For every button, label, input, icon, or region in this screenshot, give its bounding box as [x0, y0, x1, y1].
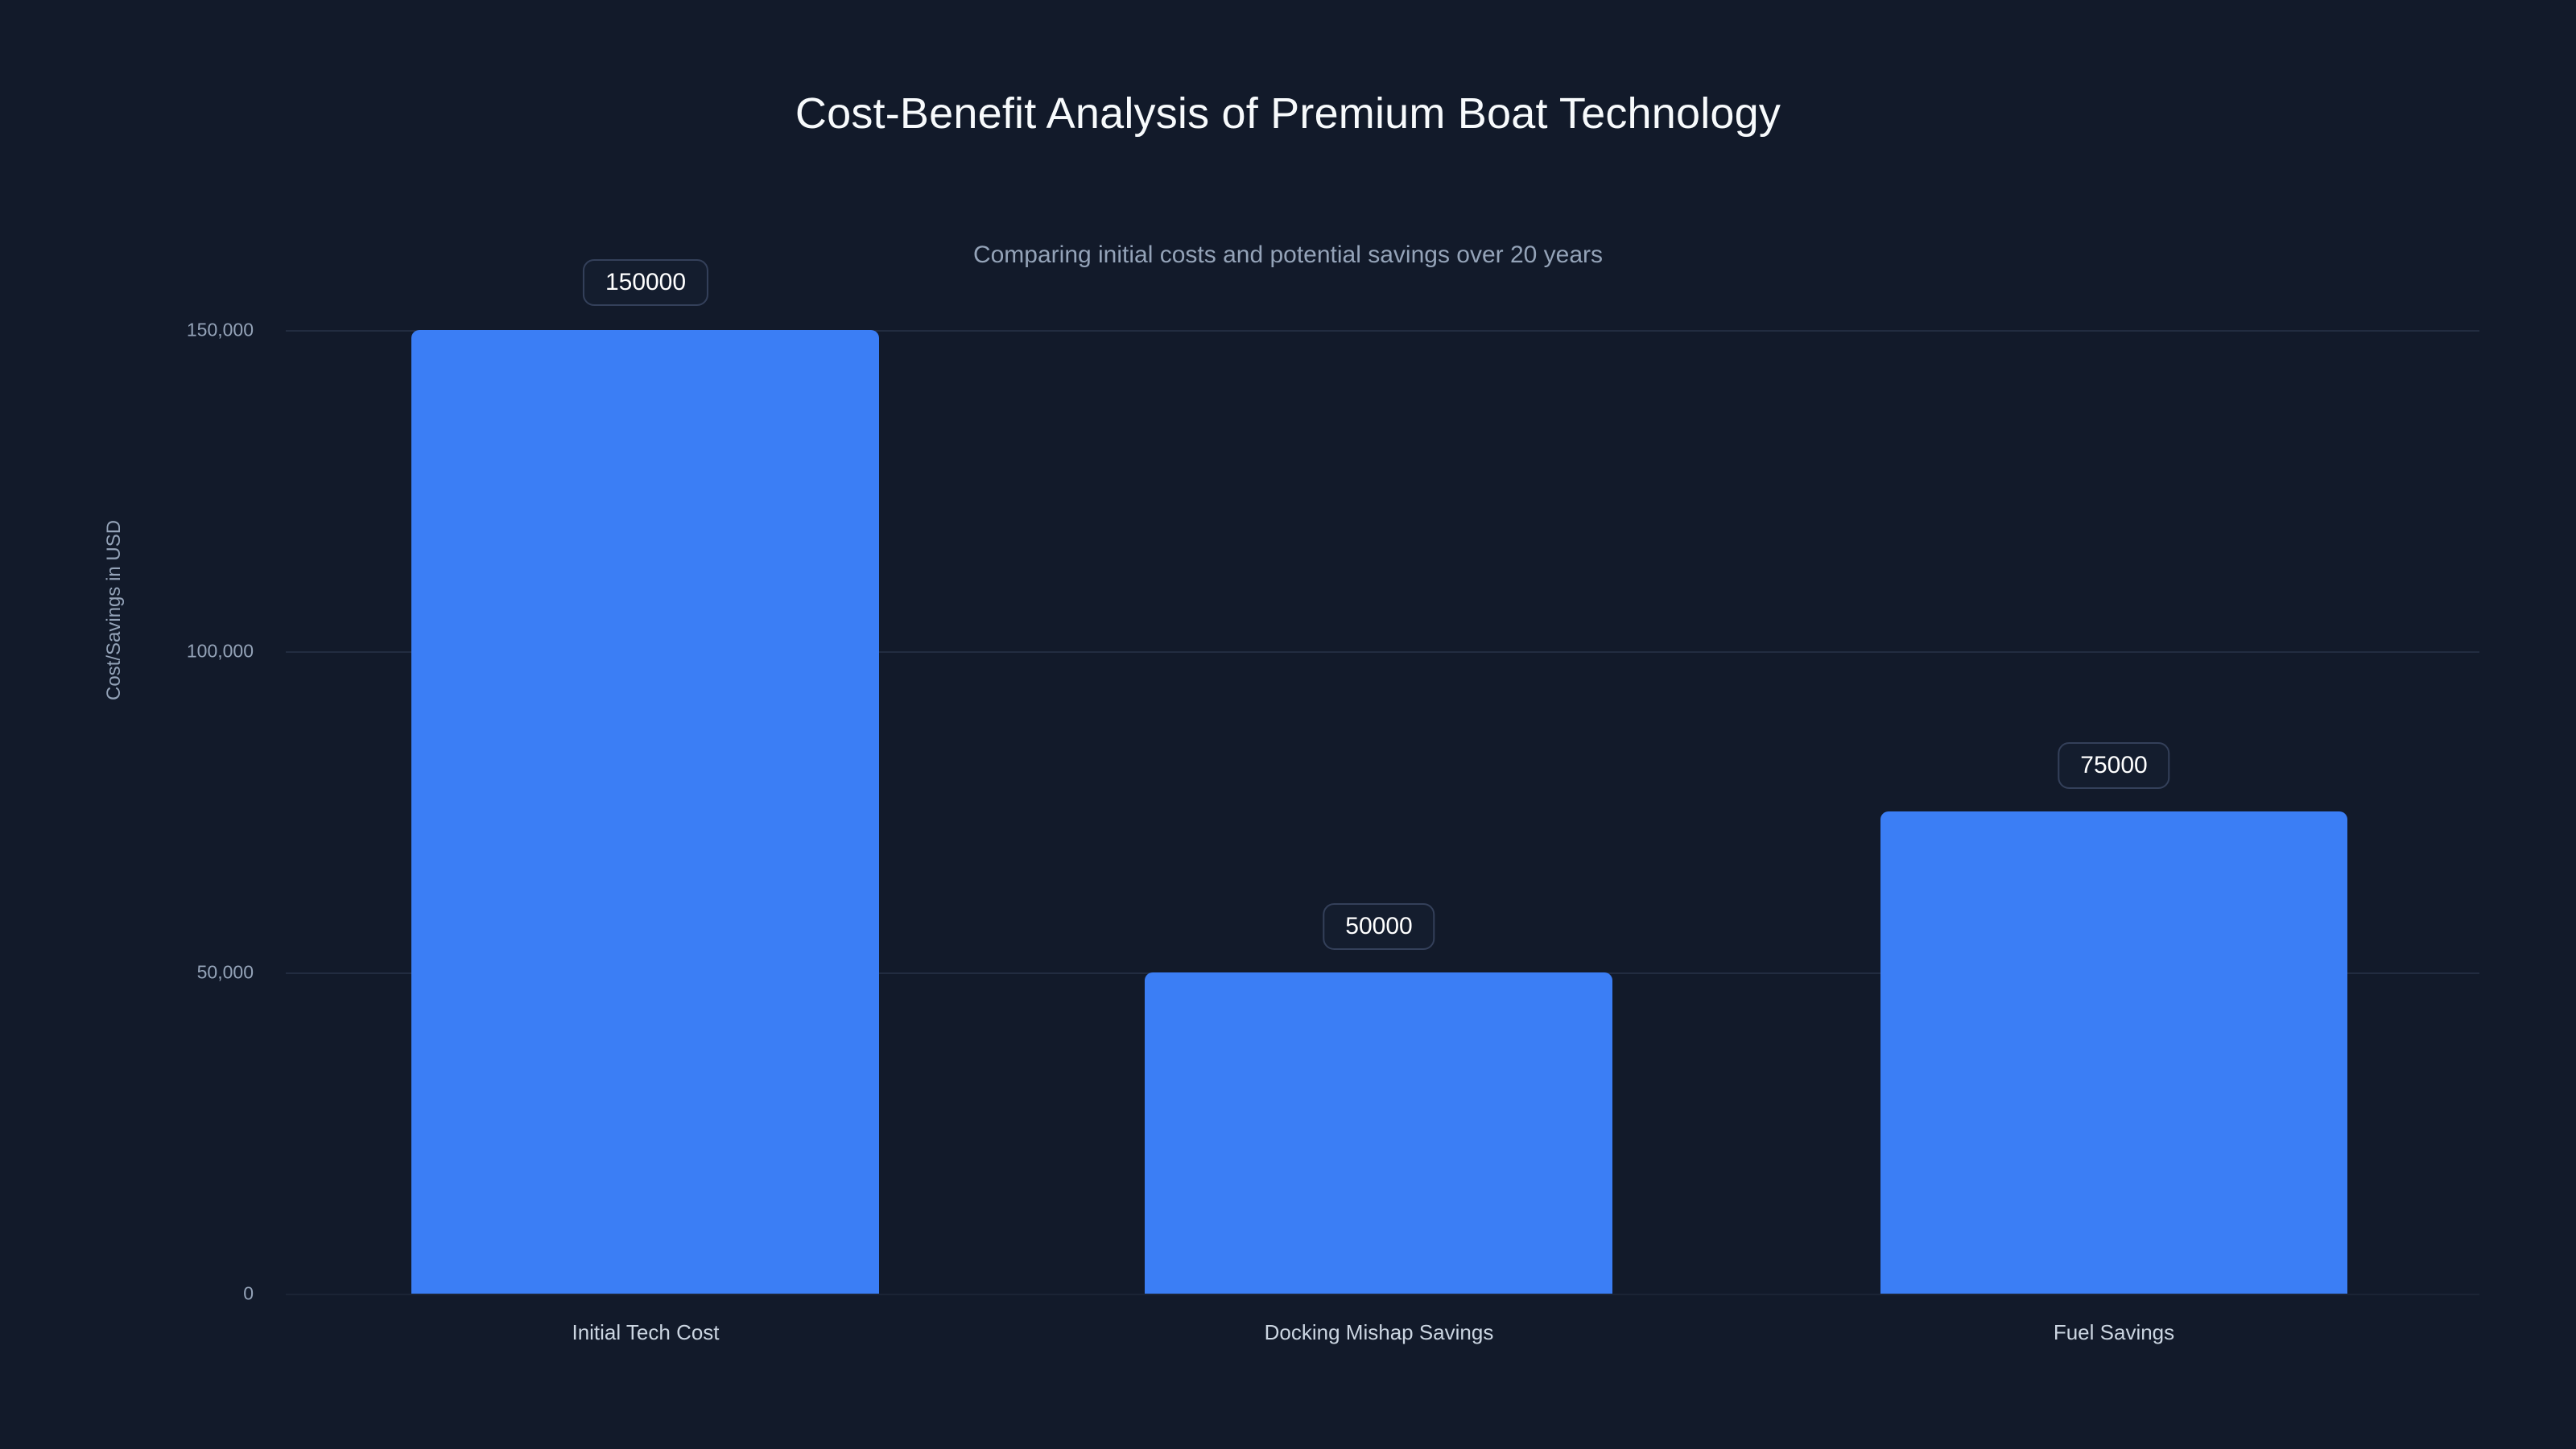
- chart-subtitle: Comparing initial costs and potential sa…: [972, 242, 1604, 268]
- x-tick-label-docking-mishap-savings: Docking Mishap Savings: [1264, 1320, 1494, 1344]
- y-tick-label: 150,000: [186, 319, 254, 341]
- y-tick-label: 50,000: [196, 961, 254, 983]
- y-axis-title: Cost/Savings in USD: [103, 519, 125, 700]
- x-tick-label-initial-tech-cost: Initial Tech Cost: [572, 1320, 720, 1344]
- bar-docking-mishap-savings[interactable]: [1145, 972, 1612, 1294]
- plot-area: [286, 330, 2479, 1295]
- x-tick-label-fuel-savings: Fuel Savings: [2053, 1320, 2175, 1344]
- bar-value-badge: 75000: [2058, 742, 2170, 789]
- y-tick-label: 100,000: [186, 640, 254, 662]
- bar-value-badge: 150000: [582, 259, 709, 306]
- gridline-100000: [286, 651, 2479, 653]
- gridline-150000: [286, 330, 2479, 332]
- chart-title: Cost-Benefit Analysis of Premium Boat Te…: [795, 89, 1781, 138]
- bar-value-badge: 50000: [1323, 903, 1435, 950]
- axis-baseline: [286, 1294, 2479, 1295]
- bar-fuel-savings[interactable]: [1880, 811, 2347, 1294]
- bar-initial-tech-cost[interactable]: [411, 330, 879, 1294]
- y-tick-label: 0: [243, 1282, 254, 1304]
